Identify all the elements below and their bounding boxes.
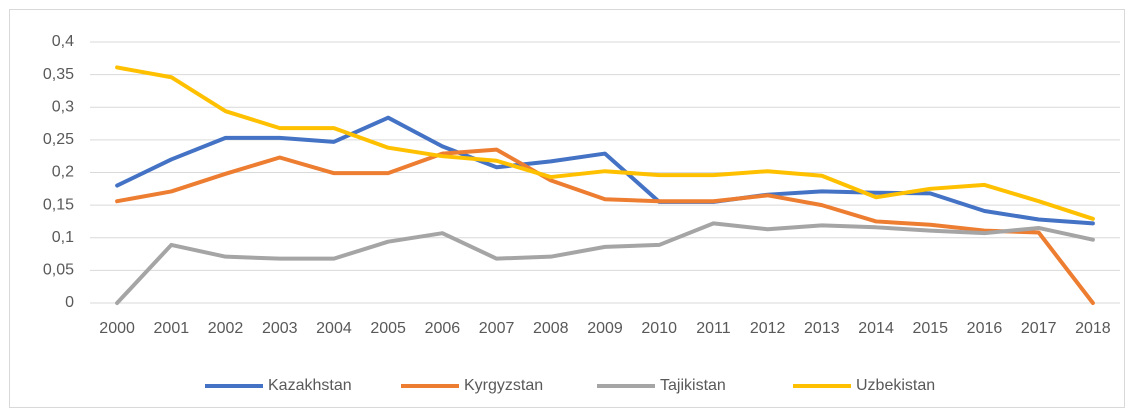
series-line <box>115 115 1095 226</box>
x-tick-label: 2005 <box>370 320 406 337</box>
x-tick-label: 2001 <box>154 320 190 337</box>
x-tick-label: 2000 <box>99 320 135 337</box>
y-tick-label: 0,25 <box>43 131 74 148</box>
x-tick-label: 2013 <box>804 320 840 337</box>
y-tick-label: 0 <box>65 294 74 311</box>
x-tick-label: 2008 <box>533 320 569 337</box>
x-tick-label: 2012 <box>750 320 786 337</box>
y-tick-label: 0,1 <box>52 229 74 246</box>
x-tick-label: 2006 <box>425 320 461 337</box>
x-tick-label: 2007 <box>479 320 515 337</box>
y-tick-label: 0,15 <box>43 196 74 213</box>
y-tick-label: 0,2 <box>52 164 74 181</box>
x-tick-label: 2003 <box>262 320 298 337</box>
x-tick-label: 2017 <box>1021 320 1057 337</box>
x-tick-label: 2010 <box>641 320 677 337</box>
x-tick-label: 2009 <box>587 320 623 337</box>
x-tick-label: 2015 <box>912 320 948 337</box>
y-tick-label: 0,05 <box>43 262 74 279</box>
series-line <box>115 221 1095 305</box>
chart-border <box>9 9 1125 408</box>
x-tick-label: 2018 <box>1075 320 1111 337</box>
y-tick-label: 0,4 <box>52 33 74 50</box>
y-tick-label: 0,35 <box>43 66 74 83</box>
x-tick-label: 2011 <box>696 320 731 337</box>
series-line <box>115 147 1095 305</box>
x-tick-label: 2002 <box>208 320 244 337</box>
y-tick-label: 0,3 <box>52 98 74 115</box>
x-tick-label: 2004 <box>316 320 352 337</box>
series-line <box>115 65 1095 221</box>
legend-label: Uzbekistan <box>856 377 935 394</box>
legend-label: Kazakhstan <box>268 377 352 394</box>
x-tick-label: 2014 <box>858 320 894 337</box>
legend-label: Tajikistan <box>660 377 726 394</box>
x-tick-label: 2016 <box>967 320 1003 337</box>
legend-label: Kyrgyzstan <box>464 377 543 394</box>
